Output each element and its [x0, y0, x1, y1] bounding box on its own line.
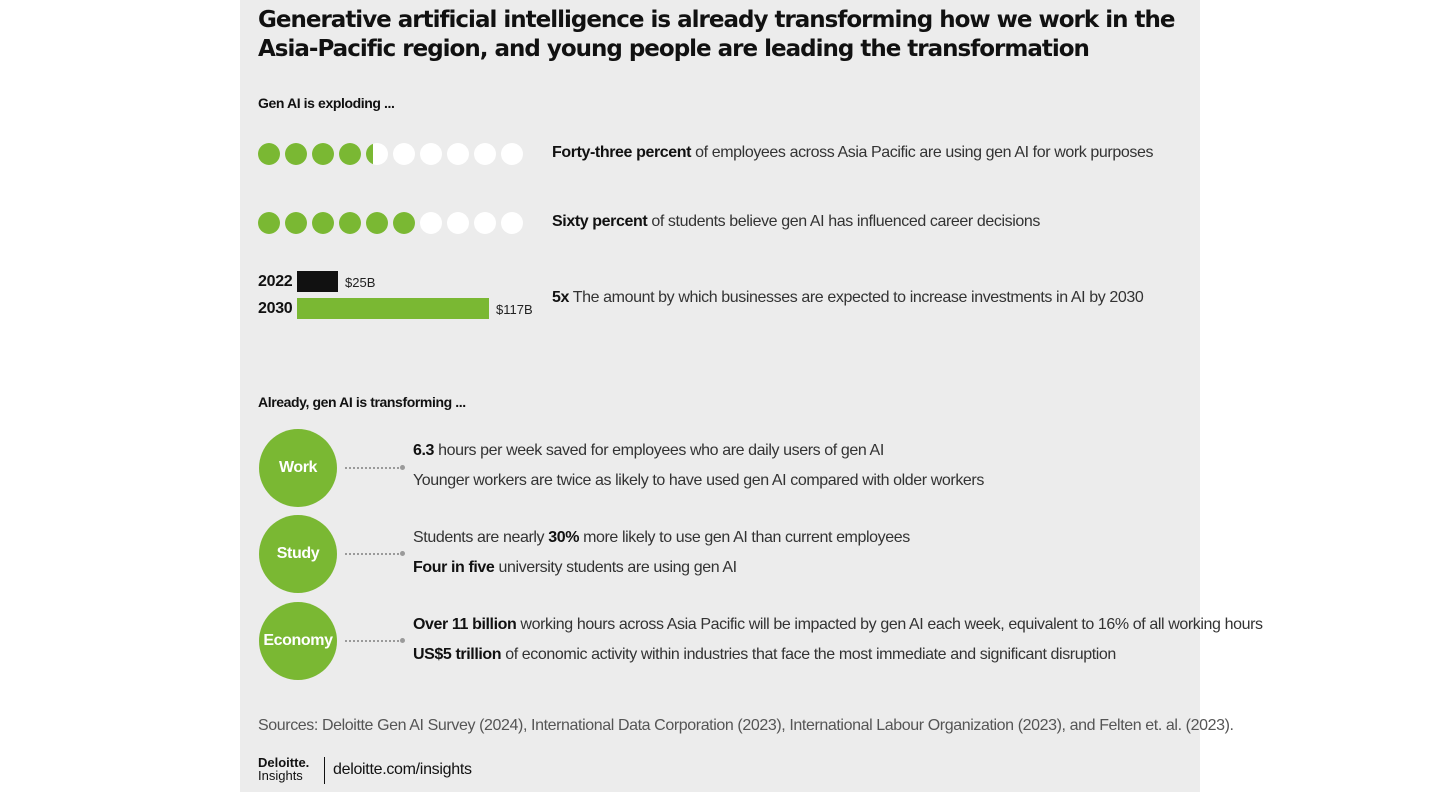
waffle-dot	[420, 143, 442, 165]
leader-work	[345, 467, 403, 469]
circle-work: Work	[259, 429, 337, 507]
work-line-1-bold: 6.3	[413, 442, 435, 459]
waffle-dot	[339, 143, 361, 165]
stat-employees-text: of employees across Asia Pacific are usi…	[691, 144, 1154, 161]
waffle-dot	[501, 143, 523, 165]
study-line-2-bold: Four in five	[413, 559, 495, 576]
waffle-dot	[258, 212, 280, 234]
waffle-dot	[366, 212, 388, 234]
work-line-1: 6.3 hours per week saved for employees w…	[413, 442, 884, 460]
waffle-dot	[474, 143, 496, 165]
page-title: Generative artificial intelligence is al…	[258, 7, 1175, 62]
section-label-transforming: Already, gen AI is transforming ...	[258, 394, 466, 410]
stat-investment-highlight: 5x	[552, 289, 569, 306]
stat-investment: 5x The amount by which businesses are ex…	[552, 289, 1144, 307]
bar-2022	[297, 271, 338, 292]
stat-students-highlight: Sixty percent	[552, 213, 648, 230]
work-line-2: Younger workers are twice as likely to h…	[413, 472, 984, 489]
waffle-dot	[447, 143, 469, 165]
stat-employees: Forty-three percent of employees across …	[552, 144, 1153, 162]
circle-study: Study	[259, 515, 337, 593]
waffle-dot	[393, 212, 415, 234]
study-line-1: Students are nearly 30% more likely to u…	[413, 529, 910, 547]
waffle-dot	[312, 212, 334, 234]
brand-url[interactable]: deloitte.com/insights	[333, 761, 472, 778]
leader-dot-work	[400, 465, 405, 470]
bar-value-2030: $117B	[496, 302, 533, 317]
waffle-employees	[258, 143, 523, 165]
waffle-dot	[312, 143, 334, 165]
bar-year-2030: 2030	[258, 300, 293, 317]
study-line-2: Four in five university students are usi…	[413, 559, 737, 577]
stat-employees-highlight: Forty-three percent	[552, 144, 692, 161]
waffle-dot	[258, 143, 280, 165]
study-line-1-pre: Students are nearly	[413, 529, 549, 546]
economy-line-2-text: of economic activity within industries t…	[501, 646, 1116, 663]
leader-study	[345, 553, 403, 555]
brand-divider	[324, 757, 325, 784]
leader-dot-economy	[400, 638, 405, 643]
waffle-dot	[366, 143, 388, 165]
stat-investment-text: The amount by which businesses are expec…	[569, 289, 1144, 306]
economy-line-1-bold: Over 11 billion	[413, 616, 517, 633]
study-line-1-bold: 30%	[548, 529, 580, 546]
waffle-dot	[420, 212, 442, 234]
bar-year-2022: 2022	[258, 273, 293, 290]
waffle-dot	[447, 212, 469, 234]
study-line-2-text: university students are using gen AI	[494, 559, 737, 576]
waffle-dot	[285, 212, 307, 234]
sources-note: Sources: Deloitte Gen AI Survey (2024), …	[258, 717, 1234, 734]
waffle-dot	[393, 143, 415, 165]
waffle-dot	[285, 143, 307, 165]
deloitte-insights-logo: Deloitte. Insights	[258, 756, 309, 782]
waffle-dot	[339, 212, 361, 234]
brand-name: Deloitte.	[258, 755, 310, 770]
waffle-students	[258, 212, 523, 234]
leader-dot-study	[400, 551, 405, 556]
stat-students: Sixty percent of students believe gen AI…	[552, 213, 1040, 231]
stat-students-text: of students believe gen AI has influence…	[647, 213, 1040, 230]
waffle-dot	[474, 212, 496, 234]
circle-economy: Economy	[259, 602, 337, 680]
section-label-exploding: Gen AI is exploding ...	[258, 95, 395, 111]
bar-2030	[297, 298, 489, 319]
leader-economy	[345, 640, 403, 642]
study-line-1-text: more likely to use gen AI than current e…	[579, 529, 910, 546]
economy-line-2-bold: US$5 trillion	[413, 646, 502, 663]
waffle-dot	[501, 212, 523, 234]
work-line-1-text: hours per week saved for employees who a…	[434, 442, 884, 459]
economy-line-2: US$5 trillion of economic activity withi…	[413, 646, 1116, 664]
bar-value-2022: $25B	[345, 275, 376, 290]
economy-line-1-text: working hours across Asia Pacific will b…	[516, 616, 1263, 633]
brand-sub: Insights	[258, 768, 303, 783]
infographic-panel: Generative artificial intelligence is al…	[240, 0, 1263, 792]
economy-line-1: Over 11 billion working hours across Asi…	[413, 616, 1263, 634]
